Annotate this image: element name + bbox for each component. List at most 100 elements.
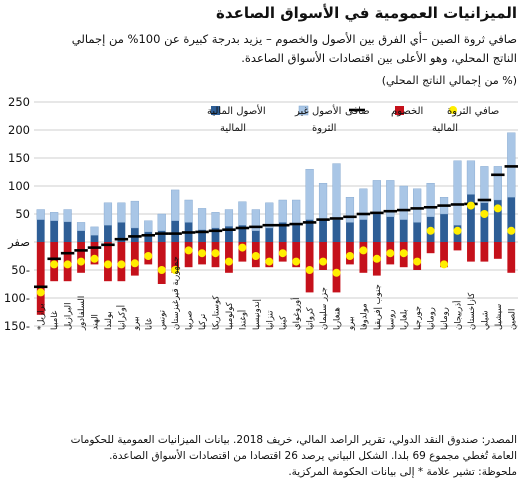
legend-label: المالية	[220, 123, 246, 134]
x-tick-label: جورجيا	[413, 306, 423, 330]
bar-financial-assets	[90, 235, 99, 242]
bar-financial-assets	[77, 230, 85, 242]
bar-nonfinancial-assets	[90, 226, 99, 236]
financial-net-worth-point	[184, 246, 193, 255]
legend-swatch-liabilities	[395, 106, 404, 115]
source-line: المصدر: صندوق النقد الدولي، تقرير الراصد…	[70, 434, 517, 446]
bar-nonfinancial-assets	[63, 209, 72, 223]
bar-liabilities	[184, 242, 193, 268]
bar-financial-assets	[117, 222, 126, 242]
bar-liabilities	[493, 242, 502, 259]
bar-financial-assets	[292, 225, 301, 242]
bar-financial-assets	[157, 230, 166, 242]
financial-net-worth-point	[399, 249, 408, 258]
x-tick-label: أوكرانيا	[115, 305, 127, 330]
source-line: العامة تُغطي مجموع 69 بلدا. الشكل البيان…	[109, 450, 517, 462]
bar-nonfinancial-assets	[251, 209, 260, 231]
bar-financial-assets	[493, 200, 502, 242]
x-tick-label: برازيل*	[37, 303, 47, 330]
bar-nonfinancial-assets	[171, 189, 180, 221]
financial-net-worth-point	[332, 268, 341, 277]
bar-financial-assets	[359, 219, 368, 242]
bar-nonfinancial-assets	[399, 185, 408, 220]
financial-net-worth-point	[413, 257, 422, 266]
financial-net-worth-point	[305, 266, 314, 274]
financial-net-worth-point	[238, 243, 247, 252]
legend-label: الأصول المالية	[207, 104, 266, 117]
bar-nonfinancial-assets	[332, 163, 341, 220]
financial-net-worth-point	[359, 246, 368, 255]
x-tick-label: أوروغواي	[290, 297, 302, 330]
financial-net-worth-point	[251, 252, 260, 260]
legend-swatch-financial-assets	[211, 106, 220, 115]
note-line: ملحوظة: تشير علامة * إلى بيانات الحكومة …	[288, 466, 517, 478]
bar-liabilities	[130, 242, 139, 276]
x-tick-label: بولندا	[104, 311, 114, 330]
y-tick-label: 150	[8, 151, 30, 165]
financial-net-worth-point	[426, 226, 435, 235]
bar-liabilities	[319, 242, 327, 270]
bar-liabilities	[507, 242, 516, 273]
legend-label: صافي الثروة	[447, 106, 499, 117]
financial-net-worth-point	[372, 254, 381, 263]
bar-financial-assets	[238, 225, 247, 242]
bar-nonfinancial-assets	[453, 160, 462, 226]
x-tick-label: صربيا	[185, 311, 195, 330]
y-tick-label: 50	[15, 207, 30, 221]
financial-net-worth-point	[103, 260, 112, 269]
financial-net-worth-point	[77, 257, 86, 266]
bar-nonfinancial-assets	[76, 222, 86, 231]
bar-nonfinancial-assets	[359, 188, 368, 220]
bar-liabilities	[77, 242, 85, 273]
bar-financial-assets	[225, 226, 233, 242]
x-tick-label: غانا	[144, 317, 154, 330]
bar-financial-assets	[211, 228, 220, 242]
bar-nonfinancial-assets	[372, 180, 381, 215]
bar-nonfinancial-assets	[50, 212, 59, 221]
bar-liabilities	[157, 242, 166, 284]
x-tick-label: جمهورية قيرغيزستان	[171, 256, 181, 330]
bar-liabilities	[36, 242, 45, 315]
bar-financial-assets	[305, 219, 314, 242]
bar-financial-assets	[480, 202, 489, 242]
bar-financial-assets	[372, 214, 381, 242]
financial-net-worth-point	[345, 252, 354, 260]
financial-net-worth-point	[278, 249, 287, 258]
financial-net-worth-point	[117, 260, 126, 269]
bar-nonfinancial-assets	[157, 213, 166, 231]
financial-net-worth-point	[63, 260, 72, 269]
x-tick-label: مولدوفا	[359, 303, 369, 330]
x-tick-label: كولومبيا	[225, 301, 235, 330]
y-tick-label: 150-	[4, 319, 30, 333]
financial-net-worth-point	[265, 257, 274, 266]
bar-nonfinancial-assets	[238, 201, 247, 226]
x-tick-label: كينيا	[279, 315, 289, 330]
y-tick-label: 100-	[4, 291, 30, 305]
bar-nonfinancial-assets	[184, 199, 193, 223]
chart: 150- 100- 50- صفر 50 100 150 200 250 برازيل* غامبي…	[4, 95, 518, 333]
bar-nonfinancial-assets	[426, 182, 435, 217]
bar-nonfinancial-assets	[386, 180, 395, 218]
legend-label: الخصوم	[391, 106, 423, 117]
financial-net-worth-point	[493, 204, 502, 213]
x-tick-label: أوغندا	[236, 310, 248, 330]
bar-nonfinancial-assets	[224, 209, 234, 227]
bar-nonfinancial-assets	[117, 202, 126, 223]
y-tick-label: 50-	[11, 263, 30, 277]
bar-nonfinancial-assets	[318, 182, 328, 220]
bar-financial-assets	[265, 228, 274, 242]
x-tick-label: جنوب إفريقيا	[373, 284, 383, 330]
legend-swatch-nonfinancial-assets	[298, 105, 309, 116]
bar-liabilities	[225, 242, 233, 273]
bar-financial-assets	[507, 197, 516, 242]
bar-financial-assets	[440, 214, 448, 242]
bar-nonfinancial-assets	[265, 202, 274, 229]
legend-label: الثروة	[312, 123, 336, 134]
bar-financial-assets	[319, 219, 327, 242]
x-tick-label: الهند	[91, 314, 101, 330]
financial-net-worth-point	[171, 266, 180, 274]
x-tick-label: جزر سليمان	[319, 287, 329, 330]
bar-nonfinancial-assets	[103, 202, 113, 226]
x-tick-label: بيرو	[346, 316, 356, 331]
unit-label: (% من إجمالي الناتج المحلي)	[381, 74, 517, 87]
